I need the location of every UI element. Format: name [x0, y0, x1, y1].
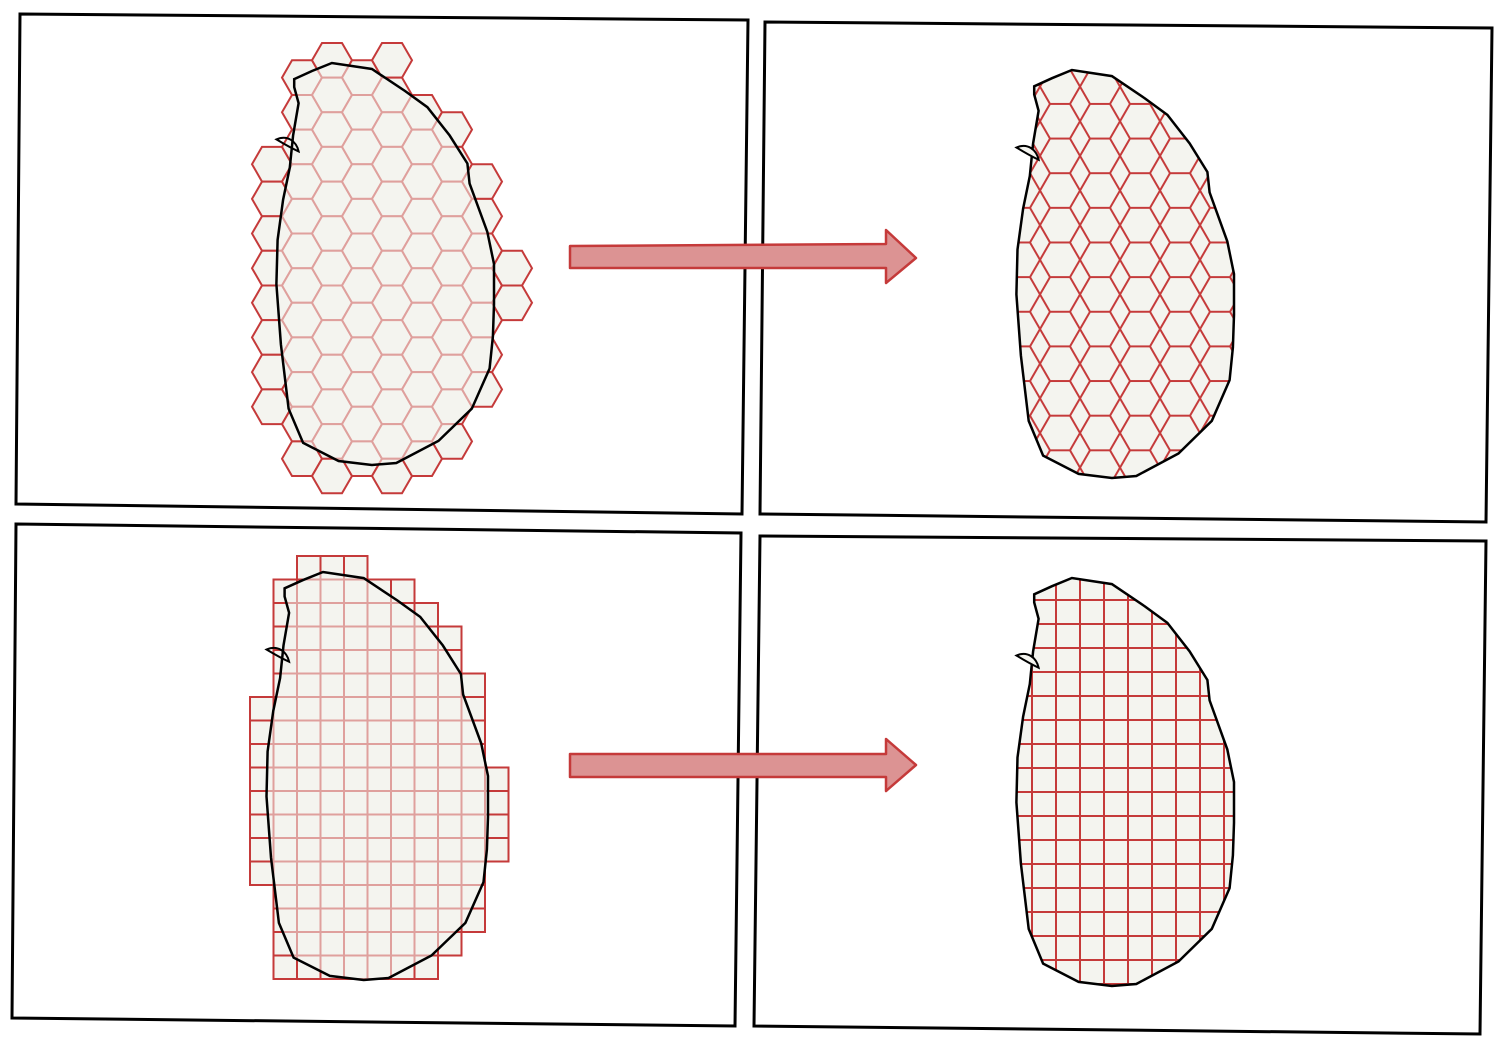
island-square-full: [249, 555, 510, 982]
panel-square-full: [10, 522, 743, 1028]
panel-frame: [14, 12, 750, 516]
panel-square-clipped: [752, 534, 1488, 1036]
lagoon-outline: [1014, 144, 1041, 162]
right-arrow-icon: [568, 737, 918, 793]
panel-frame: [758, 20, 1494, 524]
hexagon-cell: [490, 284, 534, 322]
island-coastline: [265, 570, 490, 982]
square-cell: [249, 696, 275, 722]
island-coastline: [1015, 576, 1236, 988]
island-hex-clipped: [1014, 68, 1236, 480]
hexagon-grid-clipped: [1016, 70, 1234, 478]
panel-hex-clipped: [758, 20, 1494, 524]
hexagon-cell: [490, 249, 534, 287]
lagoon-outline: [264, 646, 291, 664]
square-cell: [460, 672, 486, 698]
square-cell: [249, 860, 275, 886]
square-grid-clipped: [1016, 578, 1234, 986]
square-cell: [484, 837, 510, 863]
island-hex-full: [250, 42, 534, 495]
square-cell: [272, 954, 298, 980]
island-coastline: [1015, 68, 1236, 480]
island-coastline: [275, 61, 496, 467]
panel-hex-full: [14, 12, 750, 516]
island-square-clipped: [1014, 576, 1236, 988]
panel-frame: [752, 534, 1488, 1036]
lagoon-outline: [1014, 652, 1041, 670]
lagoon-outline: [274, 136, 301, 154]
panel-frame: [10, 522, 743, 1028]
right-arrow-icon: [568, 228, 918, 285]
